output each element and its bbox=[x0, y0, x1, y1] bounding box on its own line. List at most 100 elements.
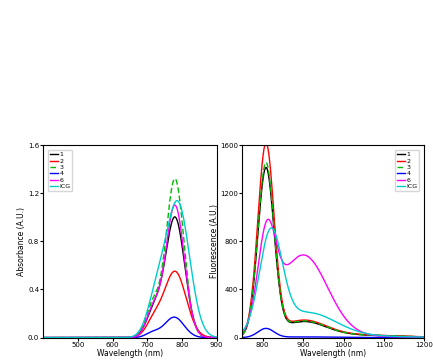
3 bbox=[198, 333, 203, 337]
1 bbox=[221, 335, 226, 340]
2 bbox=[240, 332, 245, 336]
2 bbox=[110, 335, 115, 340]
Line: 2: 2 bbox=[43, 271, 223, 338]
6 bbox=[217, 335, 223, 340]
4 bbox=[61, 335, 66, 340]
4 bbox=[275, 332, 280, 336]
3 bbox=[317, 322, 323, 326]
1 bbox=[275, 269, 280, 273]
6 bbox=[317, 270, 323, 274]
3 bbox=[263, 160, 268, 165]
4 bbox=[240, 335, 245, 340]
ICG bbox=[72, 335, 77, 340]
6 bbox=[72, 335, 77, 340]
6 bbox=[110, 335, 115, 340]
Legend: 1, 2, 3, 4, 6, ICG: 1, 2, 3, 4, 6, ICG bbox=[48, 150, 72, 191]
1 bbox=[317, 322, 323, 327]
Line: 6: 6 bbox=[43, 205, 223, 338]
4 bbox=[416, 335, 421, 340]
ICG bbox=[61, 335, 66, 340]
6 bbox=[172, 203, 178, 207]
2 bbox=[416, 334, 421, 339]
6 bbox=[416, 335, 421, 339]
3 bbox=[110, 335, 115, 340]
2 bbox=[41, 335, 46, 340]
4 bbox=[118, 335, 123, 340]
4 bbox=[110, 335, 115, 340]
4 bbox=[217, 335, 223, 340]
ICG bbox=[326, 316, 331, 321]
6 bbox=[118, 335, 123, 340]
2 bbox=[326, 325, 331, 329]
3 bbox=[326, 325, 331, 330]
1 bbox=[263, 166, 268, 170]
2 bbox=[198, 331, 203, 335]
ICG bbox=[110, 335, 115, 340]
4 bbox=[221, 335, 226, 340]
2 bbox=[172, 269, 178, 273]
Line: 4: 4 bbox=[43, 317, 223, 338]
Y-axis label: Fluorescence (A.U.): Fluorescence (A.U.) bbox=[210, 204, 219, 278]
ICG bbox=[221, 335, 226, 340]
1 bbox=[172, 215, 178, 219]
2 bbox=[275, 259, 280, 264]
3 bbox=[41, 335, 46, 340]
Line: ICG: ICG bbox=[43, 201, 223, 338]
2 bbox=[263, 141, 268, 145]
ICG bbox=[198, 315, 203, 319]
ICG bbox=[217, 335, 223, 339]
Legend: 1, 2, 3, 4, 6, ICG: 1, 2, 3, 4, 6, ICG bbox=[395, 150, 420, 191]
Y-axis label: Absorbance (A.U.): Absorbance (A.U.) bbox=[17, 207, 26, 276]
1 bbox=[326, 326, 331, 330]
3 bbox=[240, 332, 245, 337]
6 bbox=[61, 335, 66, 340]
4 bbox=[41, 335, 46, 340]
4 bbox=[198, 335, 203, 339]
X-axis label: Wavelength (nm): Wavelength (nm) bbox=[97, 349, 163, 358]
4 bbox=[263, 326, 268, 331]
2 bbox=[118, 335, 123, 340]
3 bbox=[221, 335, 226, 340]
Line: 1: 1 bbox=[242, 167, 433, 337]
3 bbox=[61, 335, 66, 340]
1 bbox=[72, 335, 77, 340]
6 bbox=[41, 335, 46, 340]
Line: 2: 2 bbox=[242, 143, 433, 337]
2 bbox=[217, 335, 223, 340]
2 bbox=[317, 321, 323, 326]
Line: 3: 3 bbox=[242, 163, 433, 337]
1 bbox=[263, 165, 268, 170]
1 bbox=[240, 333, 245, 337]
3 bbox=[217, 335, 223, 340]
1 bbox=[61, 335, 66, 340]
ICG bbox=[269, 226, 274, 230]
2 bbox=[221, 335, 226, 340]
Line: ICG: ICG bbox=[242, 228, 433, 337]
6 bbox=[266, 217, 271, 221]
4 bbox=[326, 335, 331, 339]
3 bbox=[118, 335, 123, 340]
ICG bbox=[317, 313, 323, 317]
2 bbox=[61, 335, 66, 340]
6 bbox=[198, 332, 203, 337]
1 bbox=[118, 335, 123, 340]
1 bbox=[416, 335, 421, 339]
6 bbox=[275, 245, 280, 249]
3 bbox=[172, 176, 178, 181]
Line: 6: 6 bbox=[242, 219, 433, 337]
3 bbox=[275, 266, 280, 271]
ICG bbox=[41, 335, 46, 340]
2 bbox=[72, 335, 77, 340]
ICG bbox=[174, 199, 180, 203]
Line: 4: 4 bbox=[242, 329, 433, 338]
4 bbox=[171, 315, 177, 319]
1 bbox=[41, 335, 46, 340]
2 bbox=[263, 141, 268, 146]
6 bbox=[240, 330, 245, 334]
ICG bbox=[118, 335, 123, 340]
Line: 1: 1 bbox=[43, 217, 223, 338]
3 bbox=[416, 335, 421, 339]
3 bbox=[72, 335, 77, 340]
6 bbox=[263, 221, 268, 225]
4 bbox=[317, 335, 323, 339]
